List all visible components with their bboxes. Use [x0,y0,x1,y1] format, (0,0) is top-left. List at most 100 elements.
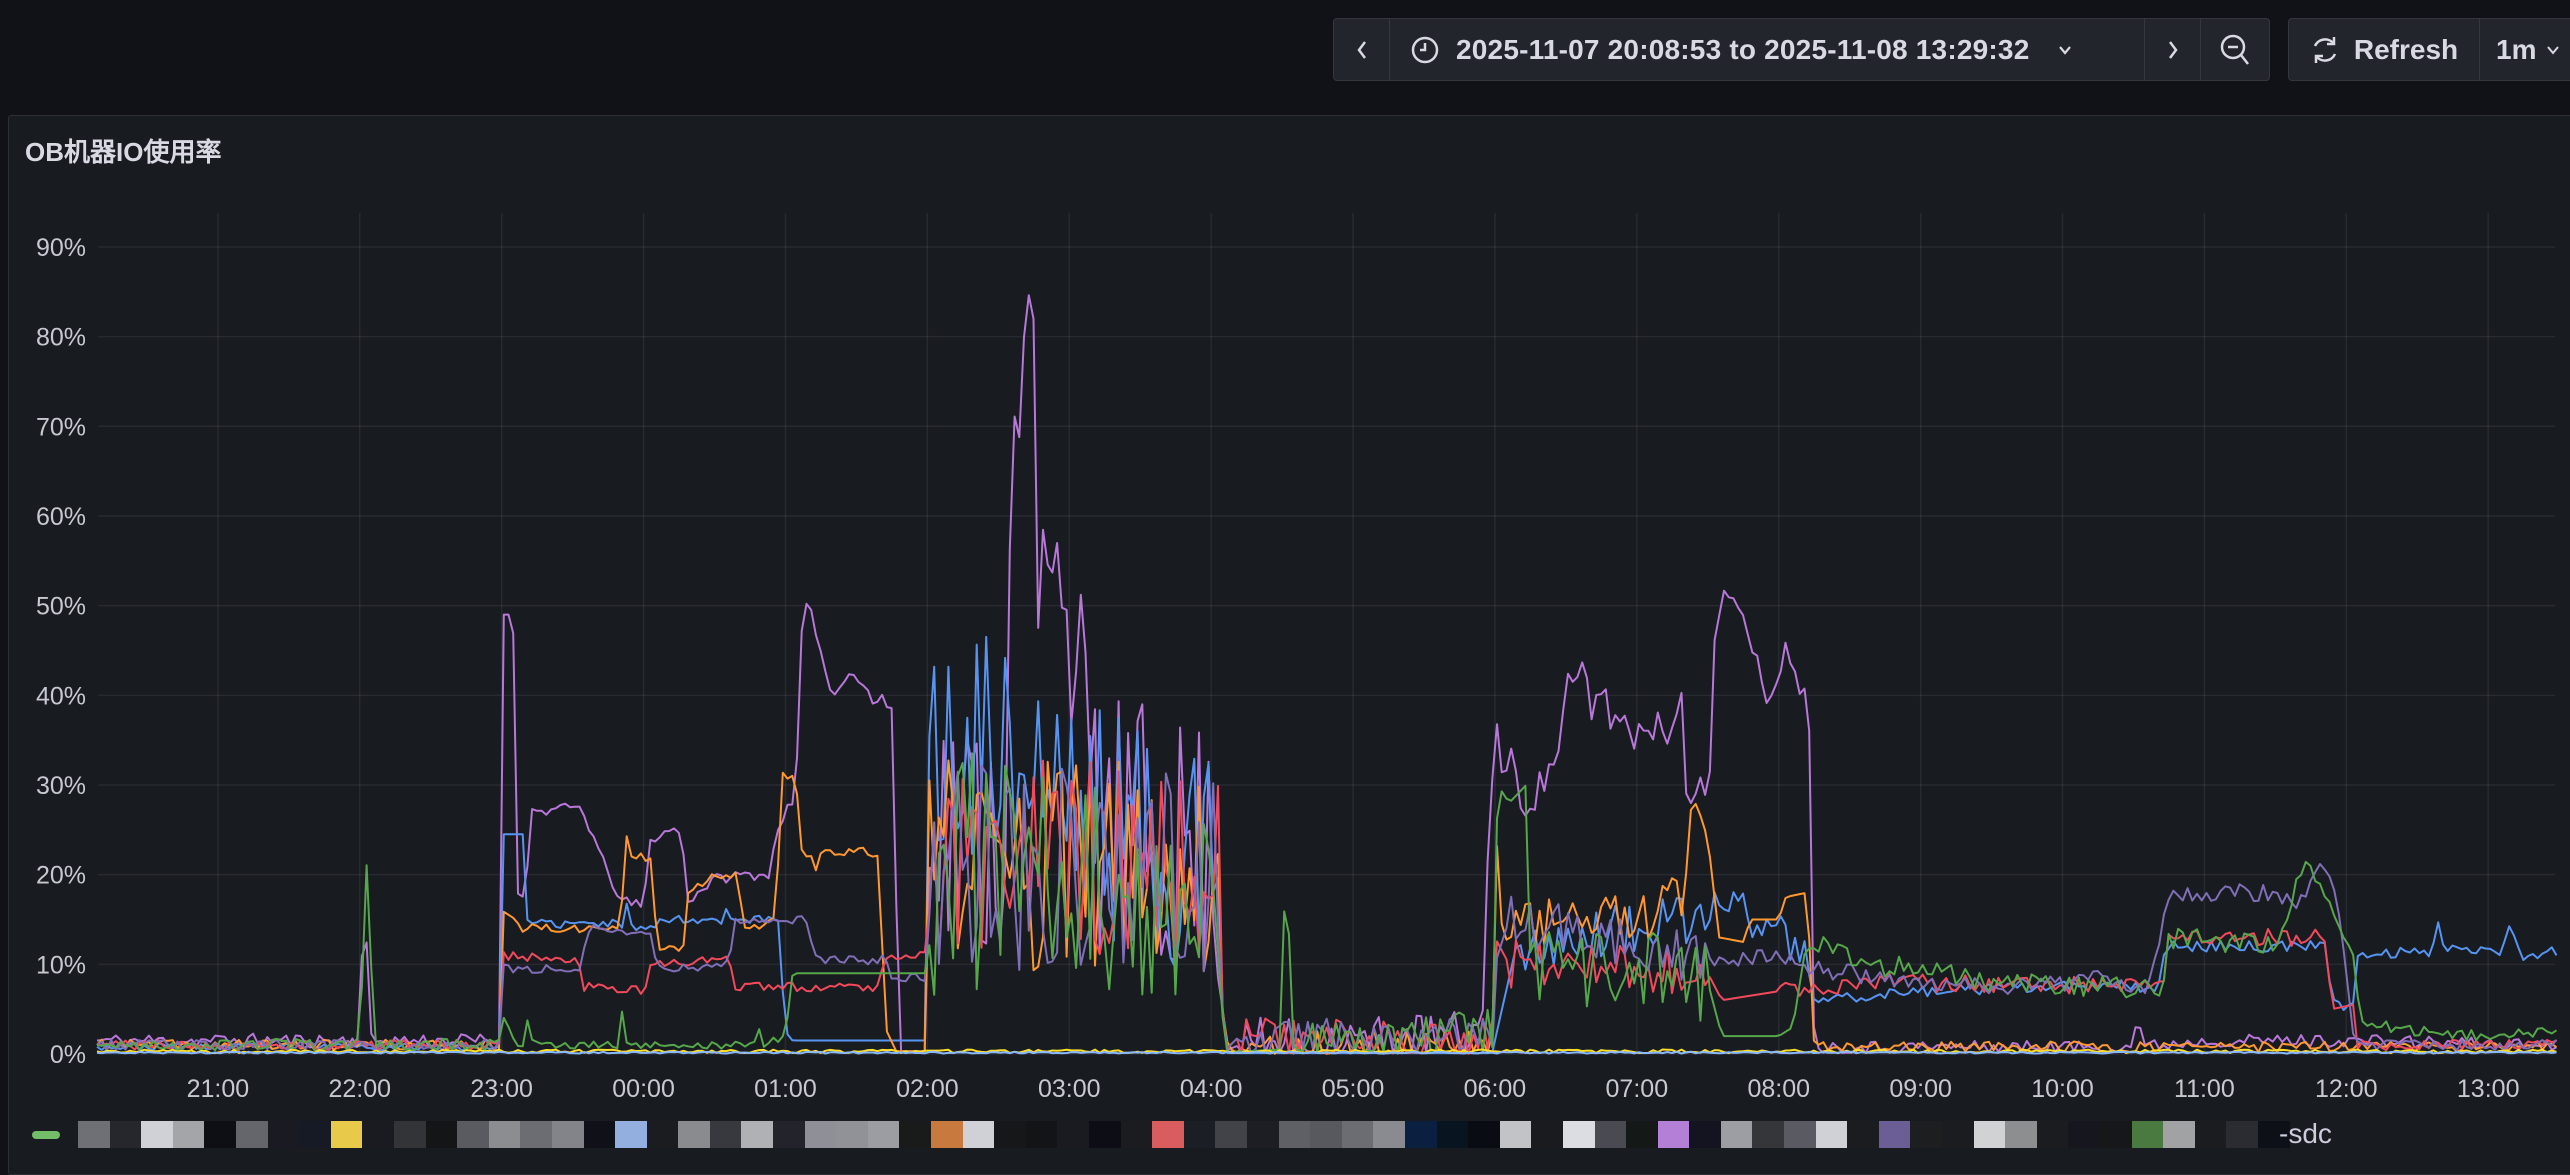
y-tick-label: 70% [36,413,86,441]
legend-item-redacted[interactable] [1942,1121,1974,1148]
legend-item-redacted[interactable] [867,1121,900,1148]
time-range-picker[interactable]: 2025-11-07 20:08:53 to 2025-11-08 13:29:… [1389,18,2145,81]
legend-item-redacted[interactable] [1847,1121,1879,1148]
panel-title[interactable]: OB机器IO使用率 [25,137,222,167]
legend-item-redacted[interactable] [1152,1121,1184,1148]
legend-item-redacted[interactable] [583,1121,616,1148]
refresh-interval-picker[interactable]: 1m [2479,18,2570,81]
legend-item-redacted[interactable] [1910,1121,1943,1148]
legend-item-redacted[interactable] [1373,1121,1405,1148]
time-shift-back-button[interactable] [1333,18,1390,81]
legend-item-redacted[interactable] [804,1121,837,1148]
legend-item-redacted[interactable] [1626,1121,1658,1148]
legend-item-redacted[interactable] [678,1121,710,1148]
legend-item-redacted[interactable] [1310,1121,1342,1148]
y-tick-label: 30% [36,772,86,800]
legend-item-redacted[interactable] [1594,1121,1627,1148]
legend-item-redacted[interactable] [2068,1121,2100,1148]
legend-item-redacted[interactable] [1784,1121,1816,1148]
legend-item-redacted[interactable] [2036,1121,2069,1148]
legend-item-redacted[interactable] [172,1121,205,1148]
legend-item-redacted[interactable] [1468,1121,1500,1148]
zoom-out-time-button[interactable] [2200,18,2270,81]
legend-item-redacted[interactable] [709,1121,742,1148]
x-tick-label: 07:00 [1606,1075,1669,1103]
legend-item-redacted[interactable] [836,1121,868,1148]
legend-item-redacted[interactable] [1341,1121,1374,1148]
legend-item-redacted[interactable] [1815,1121,1848,1148]
legend-item-redacted[interactable] [299,1121,331,1148]
legend-item-redacted[interactable] [773,1121,805,1148]
series-light-blue [96,1050,2557,1055]
legend-item-redacted[interactable] [204,1121,236,1148]
y-tick-label: 80% [36,324,86,352]
legend-item-redacted[interactable] [899,1121,932,1148]
legend-item-redacted[interactable] [267,1121,300,1148]
legend-item-redacted[interactable] [1278,1121,1311,1148]
legend-item-redacted[interactable] [235,1121,268,1148]
legend-item-redacted[interactable] [2163,1121,2195,1148]
legend-item-redacted[interactable] [1089,1121,1121,1148]
series-lines [96,294,2558,1055]
legend-item-redacted[interactable] [1973,1121,2006,1148]
legend-item-redacted[interactable] [2100,1121,2132,1148]
legend-item-redacted[interactable] [1752,1121,1785,1148]
clock-icon [1411,36,1439,63]
chevron-down-icon [2547,45,2560,55]
series-red [96,759,2557,1055]
legend-item-redacted[interactable] [741,1121,774,1148]
legend-item-redacted[interactable] [2257,1121,2290,1148]
legend-item-redacted[interactable] [1657,1121,1690,1148]
legend-item-redacted[interactable] [78,1121,110,1148]
legend-item-redacted[interactable] [1720,1121,1753,1148]
legend-item-redacted[interactable] [551,1121,584,1148]
legend-item-redacted[interactable] [1562,1121,1595,1148]
legend-item-redacted[interactable] [2226,1121,2258,1148]
x-tick-label: 00:00 [612,1075,675,1103]
legend-item-redacted[interactable] [1404,1121,1437,1148]
legend-item-redacted[interactable] [931,1121,963,1148]
chevron-right-icon [2168,40,2178,59]
legend-item-redacted[interactable] [1531,1121,1563,1148]
legend-item-redacted[interactable] [393,1121,426,1148]
legend-item-redacted[interactable] [1499,1121,1532,1148]
zoom-out-icon [2220,34,2249,65]
legend-item-redacted[interactable] [362,1121,394,1148]
legend-item-redacted[interactable] [1246,1121,1279,1148]
legend-item-redacted[interactable] [330,1121,363,1148]
y-tick-label: 20% [36,862,86,890]
legend-item-redacted[interactable] [994,1121,1026,1148]
legend-item-redacted[interactable] [1215,1121,1247,1148]
legend-item-redacted[interactable] [646,1121,679,1148]
legend-item-redacted[interactable] [2131,1121,2164,1148]
legend-item-redacted[interactable] [1878,1121,1911,1148]
refresh-label: Refresh [2353,33,2459,65]
legend-item-redacted[interactable] [109,1121,142,1148]
legend-item-redacted[interactable] [1689,1121,1721,1148]
legend-redacted [78,1121,2290,1148]
legend-item-redacted[interactable] [1025,1121,1058,1148]
legend-item-redacted[interactable] [1436,1121,1469,1148]
legend-item-redacted[interactable] [141,1121,173,1148]
x-tick-label: 13:00 [2457,1075,2520,1103]
legend-item-redacted[interactable] [1183,1121,1216,1148]
legend-item-redacted[interactable] [1120,1121,1153,1148]
legend-item-redacted[interactable] [425,1121,458,1148]
refresh-button[interactable]: Refresh [2288,18,2480,81]
legend-item-redacted[interactable] [520,1121,552,1148]
legend-item-redacted[interactable] [2005,1121,2037,1148]
legend-item-label[interactable]: -sdc [2279,1118,2332,1149]
y-tick-label: 60% [36,503,86,531]
legend-item-redacted[interactable] [1057,1121,1089,1148]
refresh-icon [2313,36,2337,63]
legend-item-redacted[interactable] [488,1121,521,1148]
legend-item-redacted[interactable] [2194,1121,2227,1148]
series-dark-purple [96,764,2558,1055]
legend-item-redacted[interactable] [962,1121,995,1148]
legend-item-redacted[interactable] [457,1121,489,1148]
time-shift-forward-button[interactable] [2144,18,2201,81]
x-tick-label: 21:00 [187,1075,250,1103]
legend-item-redacted[interactable] [615,1121,647,1148]
y-tick-label: 40% [36,682,86,710]
